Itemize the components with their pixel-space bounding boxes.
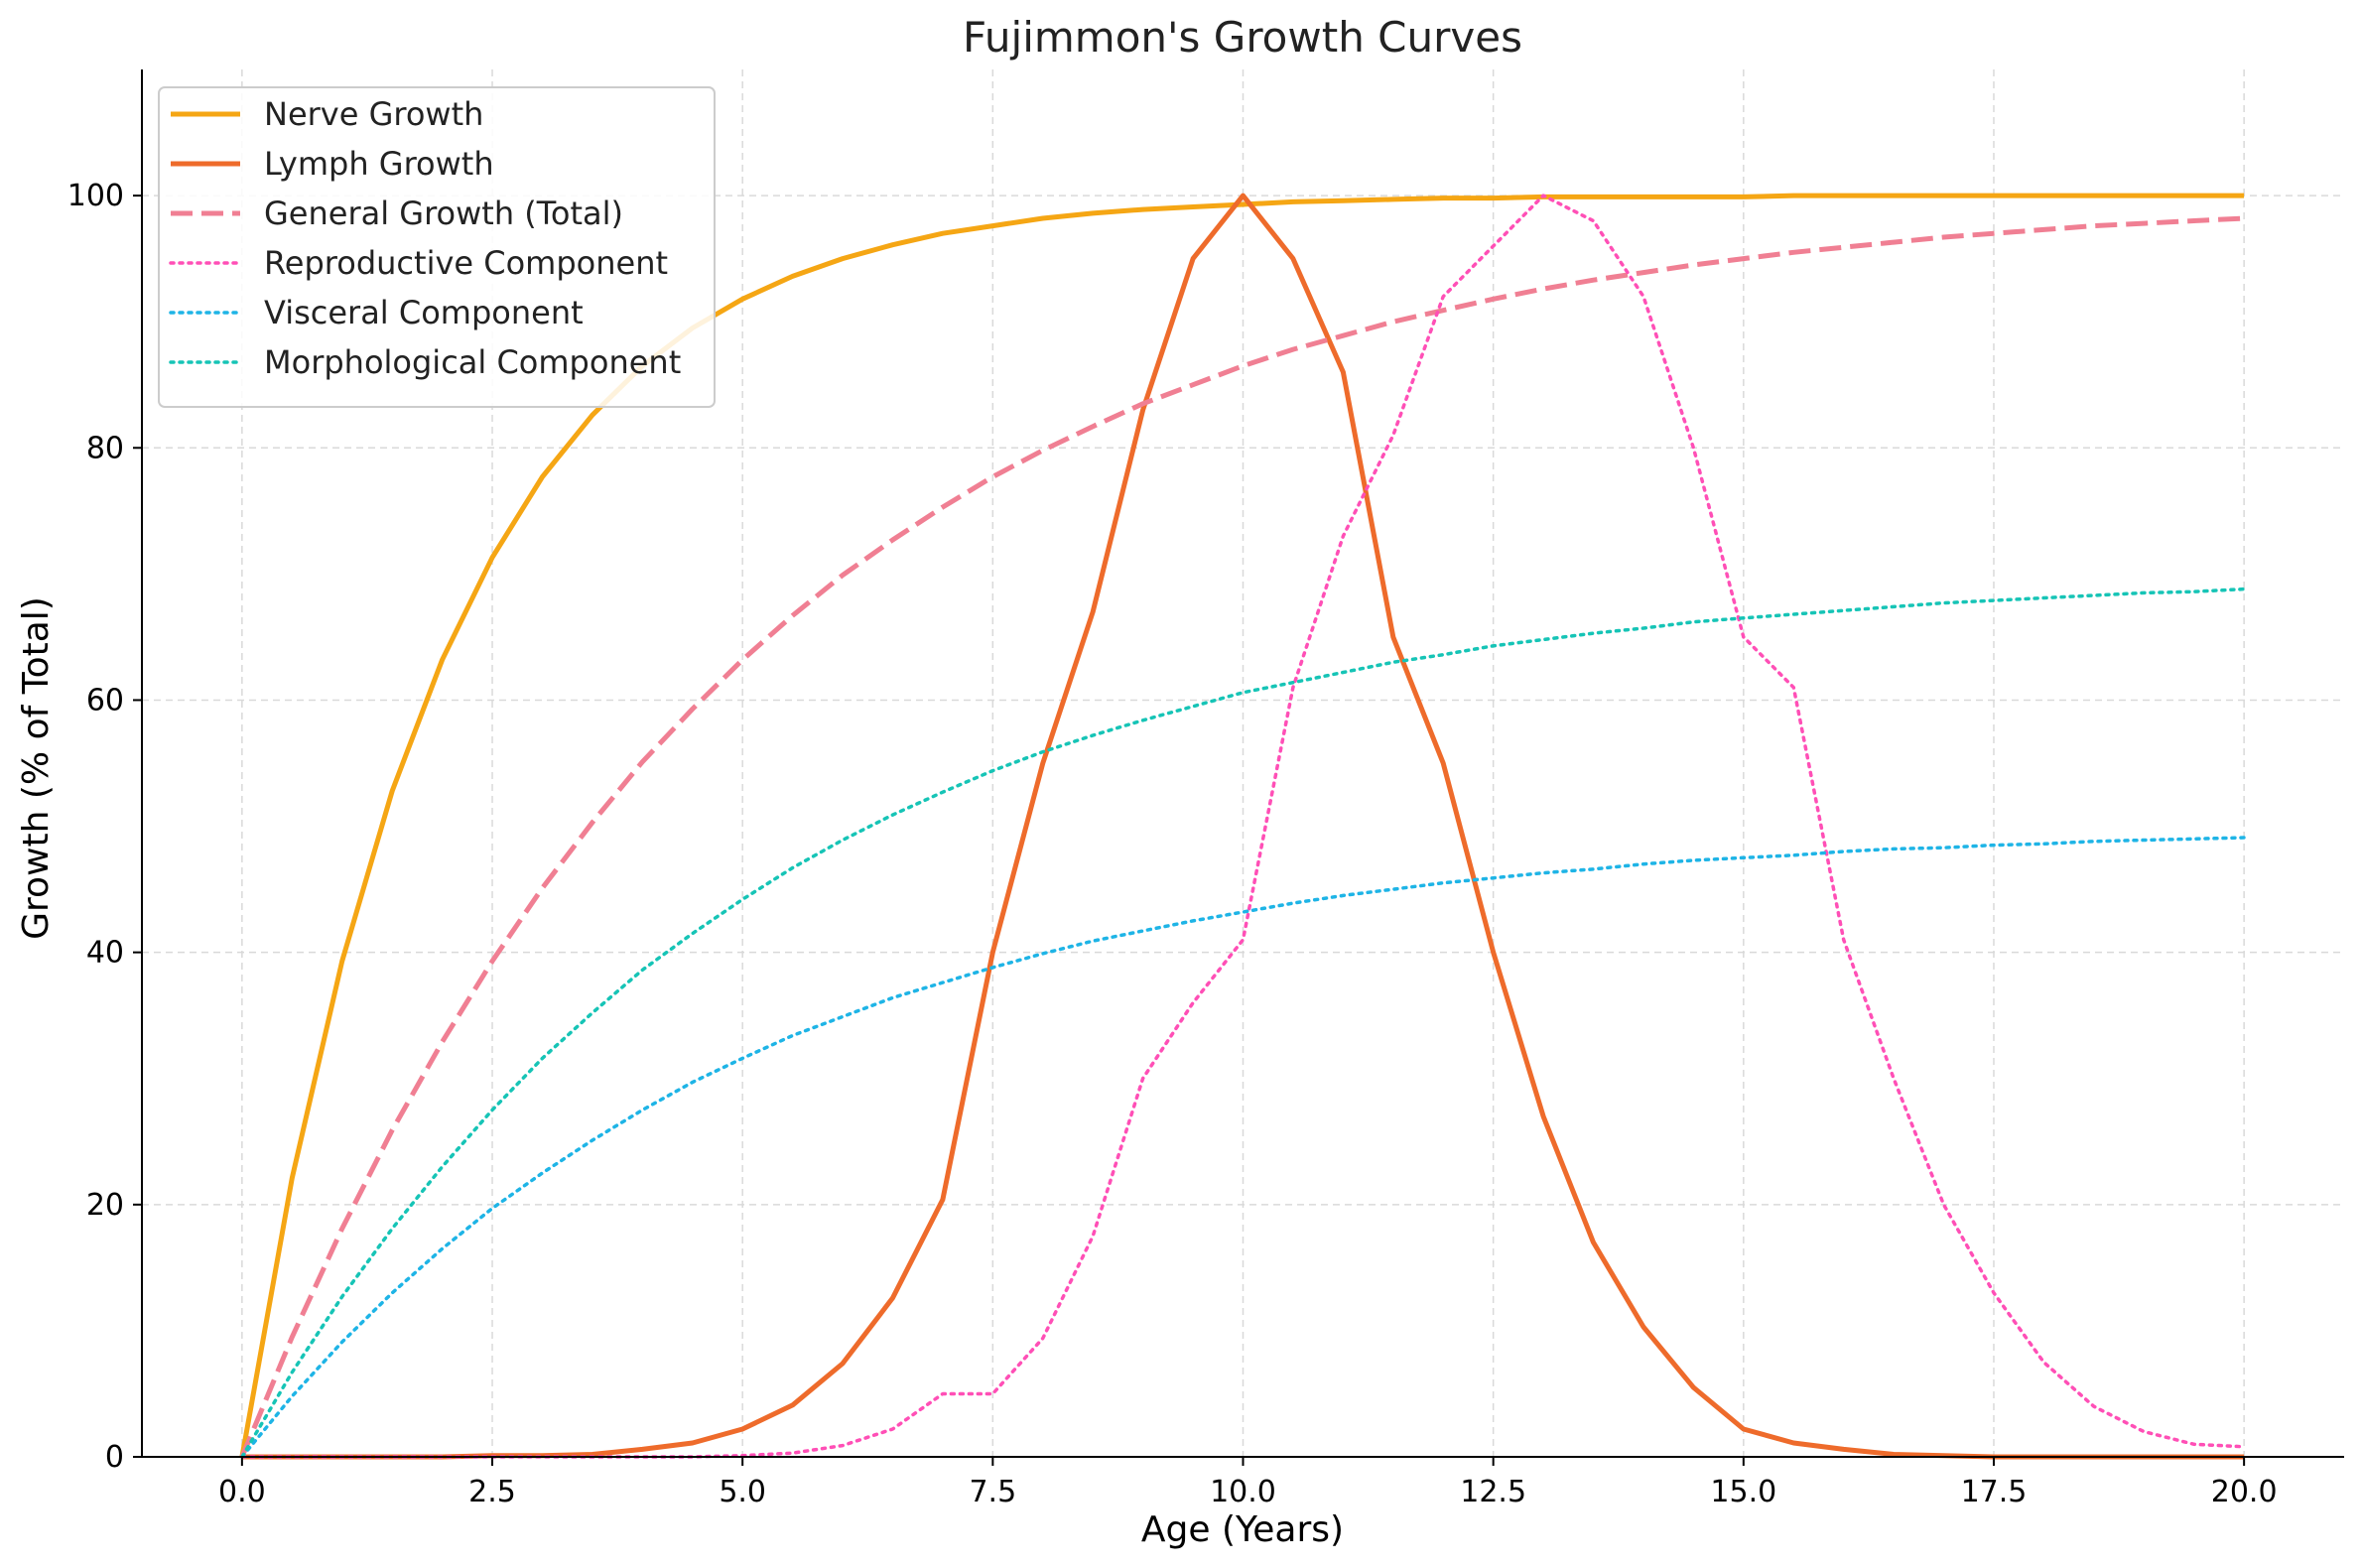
x-tick-label-4: 10.0 bbox=[1210, 1475, 1276, 1509]
y-tick-label-4: 80 bbox=[86, 431, 124, 465]
x-tick-label-0: 0.0 bbox=[218, 1475, 266, 1509]
x-tick-label-1: 2.5 bbox=[468, 1475, 516, 1509]
y-tick-label-3: 60 bbox=[86, 683, 124, 718]
y-tick-label-2: 40 bbox=[86, 936, 124, 971]
y-axis-label: Growth (% of Total) bbox=[16, 596, 57, 940]
y-tick-label-0: 0 bbox=[105, 1440, 124, 1475]
y-tick-label-1: 20 bbox=[86, 1188, 124, 1223]
x-axis-label: Age (Years) bbox=[1141, 1509, 1344, 1550]
series-line-4 bbox=[240, 836, 2246, 1459]
legend-label-1: Lymph Growth bbox=[264, 145, 494, 183]
legend-label-3: Reproductive Component bbox=[264, 244, 668, 282]
series-line-0 bbox=[239, 193, 2245, 1458]
x-tick-label-7: 17.5 bbox=[1961, 1475, 2028, 1509]
legend: Nerve Growth Lymph Growth General Growth (… bbox=[158, 86, 716, 408]
x-tick-label-2: 5.0 bbox=[719, 1475, 766, 1509]
x-tick-label-6: 15.0 bbox=[1710, 1475, 1776, 1509]
legend-label-2: General Growth (Total) bbox=[264, 195, 623, 232]
legend-label-4: Visceral Component bbox=[264, 294, 584, 331]
series-line-1 bbox=[241, 193, 2245, 1460]
series-line-5 bbox=[240, 587, 2246, 1459]
x-tick-label-3: 7.5 bbox=[969, 1475, 1016, 1509]
ticks: 0.0 2.5 5.0 7.5 10.0 12.5 15.0 17.5 20.0 0 20 40 60 8… bbox=[67, 179, 2278, 1509]
legend-box bbox=[158, 86, 716, 408]
x-tick-label-5: 12.5 bbox=[1460, 1475, 1526, 1509]
chart-title: Fujimmon's Growth Curves bbox=[963, 13, 1522, 62]
legend-label-5: Morphological Component bbox=[264, 343, 681, 381]
y-tick-label-5: 100 bbox=[67, 179, 124, 213]
legend-label-0: Nerve Growth bbox=[264, 95, 483, 133]
x-tick-label-8: 20.0 bbox=[2211, 1475, 2278, 1509]
